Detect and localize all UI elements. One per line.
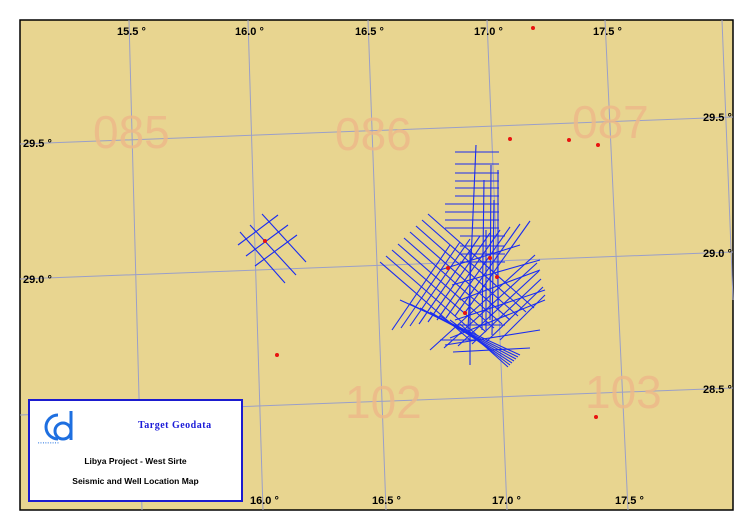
block-085: 085 (93, 106, 170, 158)
block-087: 087 (572, 96, 649, 148)
seismic-line (444, 329, 541, 346)
seismic-line (449, 299, 546, 339)
well-marker (463, 311, 467, 315)
wells (263, 26, 600, 419)
latitude-labels: 29.5 ° 29.0 ° 29.5 ° 29.0 ° 28.5 ° (23, 112, 732, 396)
block-102: 102 (345, 376, 422, 428)
seismic-line (427, 232, 491, 323)
lon-label-16-0: 16.0 ° (235, 26, 264, 38)
lon-label-15-5: 15.5 ° (117, 26, 146, 38)
title-block: ▪▪▪▪▪▪▪▪▪ Target Geodata Libya Project -… (28, 399, 243, 502)
lat-label-29-0-right: 29.0 ° (703, 248, 732, 260)
block-086: 086 (335, 108, 412, 160)
block-labels: 085 086 087 102 103 (93, 96, 662, 428)
lon-label-17-0-bottom: 17.0 ° (492, 495, 521, 507)
seismic-line (454, 289, 546, 321)
seismic-line (439, 244, 521, 271)
seismic-lines-west (237, 213, 307, 284)
seismic-line (471, 278, 542, 345)
seismic-line (467, 144, 477, 331)
well-marker (263, 239, 267, 243)
seismic-line (436, 229, 501, 321)
project-title: Libya Project - West Sirte (84, 456, 187, 466)
seismic-line (454, 223, 521, 317)
seismic-line (457, 270, 540, 347)
logo-caption: ▪▪▪▪▪▪▪▪▪ (38, 440, 60, 445)
lon-label-16-0-bottom: 16.0 ° (250, 495, 279, 507)
seismic-line (489, 164, 492, 321)
seismic-line (421, 219, 527, 313)
seismic-line (463, 220, 531, 315)
lat-label-29-0-left: 29.0 ° (23, 274, 52, 286)
seismic-line (415, 225, 519, 317)
company-logo (44, 411, 73, 441)
seismic-line (385, 255, 479, 337)
lon-label-16-5-bottom: 16.5 ° (372, 495, 401, 507)
map-subtitle: Seismic and Well Location Map (72, 476, 199, 486)
seismic-line (459, 269, 541, 301)
lon-label-17-5-bottom: 17.5 ° (615, 495, 644, 507)
lat-label-29-5-right: 29.5 ° (703, 112, 732, 124)
seismic-line (418, 235, 481, 325)
seismic-line (451, 259, 541, 286)
well-marker (275, 353, 279, 357)
well-marker (567, 138, 571, 142)
block-103: 103 (585, 366, 662, 418)
lon-label-17-0: 17.0 ° (474, 26, 503, 38)
seismic-line (400, 241, 461, 329)
well-marker (508, 137, 512, 141)
well-marker (446, 266, 450, 270)
well-marker (488, 256, 492, 260)
lon-label-17-5: 17.5 ° (593, 26, 622, 38)
seismic-line (485, 286, 544, 343)
well-marker (495, 275, 499, 279)
seismic-line (445, 226, 511, 319)
seismic-line (429, 254, 536, 351)
well-marker (531, 26, 535, 30)
seismic-line (491, 199, 495, 336)
well-marker (596, 143, 600, 147)
seismic-line (452, 347, 531, 353)
lon-label-16-5: 16.5 ° (355, 26, 384, 38)
lat-label-28-5-right: 28.5 ° (703, 384, 732, 396)
well-marker (594, 415, 598, 419)
seismic-line (409, 238, 471, 327)
longitude-labels: 15.5 ° 16.0 ° 16.5 ° 17.0 ° 17.5 ° 16.0 … (117, 26, 644, 507)
company-name: Target Geodata (138, 420, 212, 431)
seismic-line (391, 249, 487, 333)
lat-label-29-5-left: 29.5 ° (23, 138, 52, 150)
seismic-line (391, 244, 451, 331)
seismic-lines-east (379, 144, 546, 368)
